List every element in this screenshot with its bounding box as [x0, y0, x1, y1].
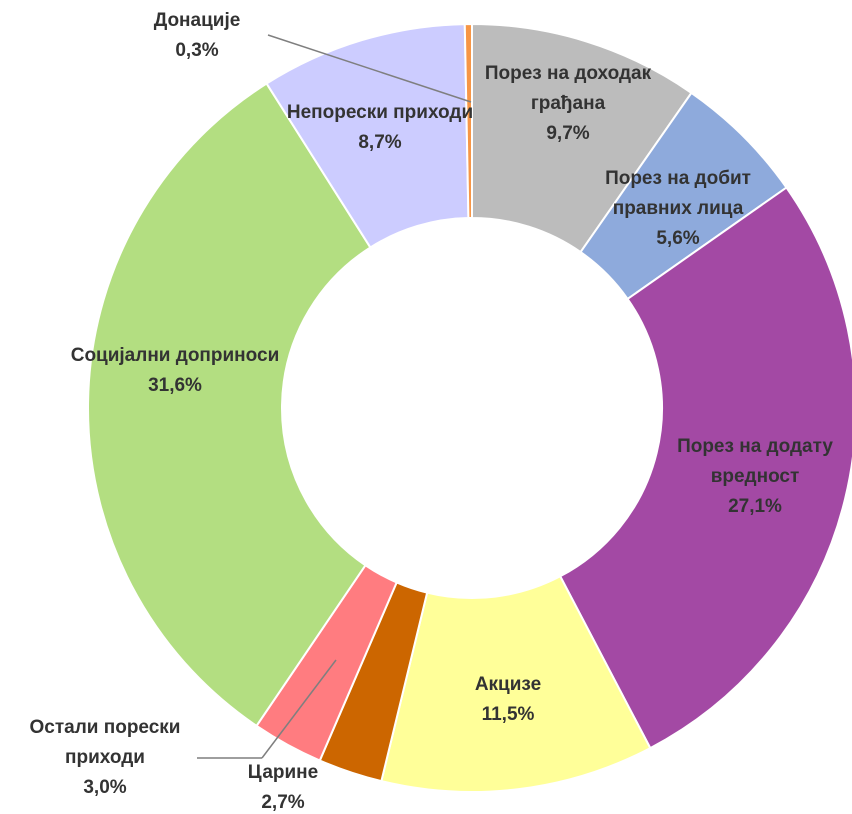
slice-label: Порез на доходак грађана 9,7% [453, 59, 683, 149]
leader-line [261, 659, 337, 759]
category-label: Остали порески приходи [29, 717, 181, 768]
slice-label: Порез на добит правних лица 5,6% [583, 164, 773, 254]
value-label: 11,5% [481, 704, 535, 725]
value-label: 31,6% [148, 375, 202, 396]
category-label: Акцизе [474, 674, 542, 695]
slice-label: Царине 2,7% [223, 758, 343, 814]
value-label: 2,7% [261, 792, 305, 813]
category-label: Порез на доходак грађана [484, 63, 652, 114]
value-label: 5,6% [656, 228, 700, 249]
value-label: 0,3% [175, 40, 219, 61]
slice-label: Донације 0,3% [122, 6, 272, 66]
category-label: Социјални доприноси [70, 345, 280, 366]
slice-label: Социјални доприноси 31,6% [40, 341, 310, 401]
slice-label: Акцизе 11,5% [433, 670, 583, 730]
value-label: 3,0% [83, 777, 127, 798]
category-label: Донације [153, 10, 241, 31]
donut-slice [87, 82, 372, 728]
donut-slice [380, 574, 652, 793]
leader-line [267, 34, 472, 103]
slice-label: Непорески приходи 8,7% [255, 98, 505, 158]
value-label: 27,1% [728, 496, 782, 517]
value-label: 9,7% [546, 123, 590, 144]
slice-label: Порез на додату вредност 27,1% [655, 432, 852, 522]
category-label: Непорески приходи [286, 102, 474, 123]
slice-label: Остали порески приходи 3,0% [0, 713, 210, 803]
category-label: Порез на добит правних лица [605, 168, 751, 219]
category-label: Царине [247, 762, 319, 783]
category-label: Порез на додату вредност [677, 436, 833, 487]
donut-slice [558, 186, 852, 750]
value-label: 8,7% [358, 132, 402, 153]
donut-slice [463, 22, 473, 220]
